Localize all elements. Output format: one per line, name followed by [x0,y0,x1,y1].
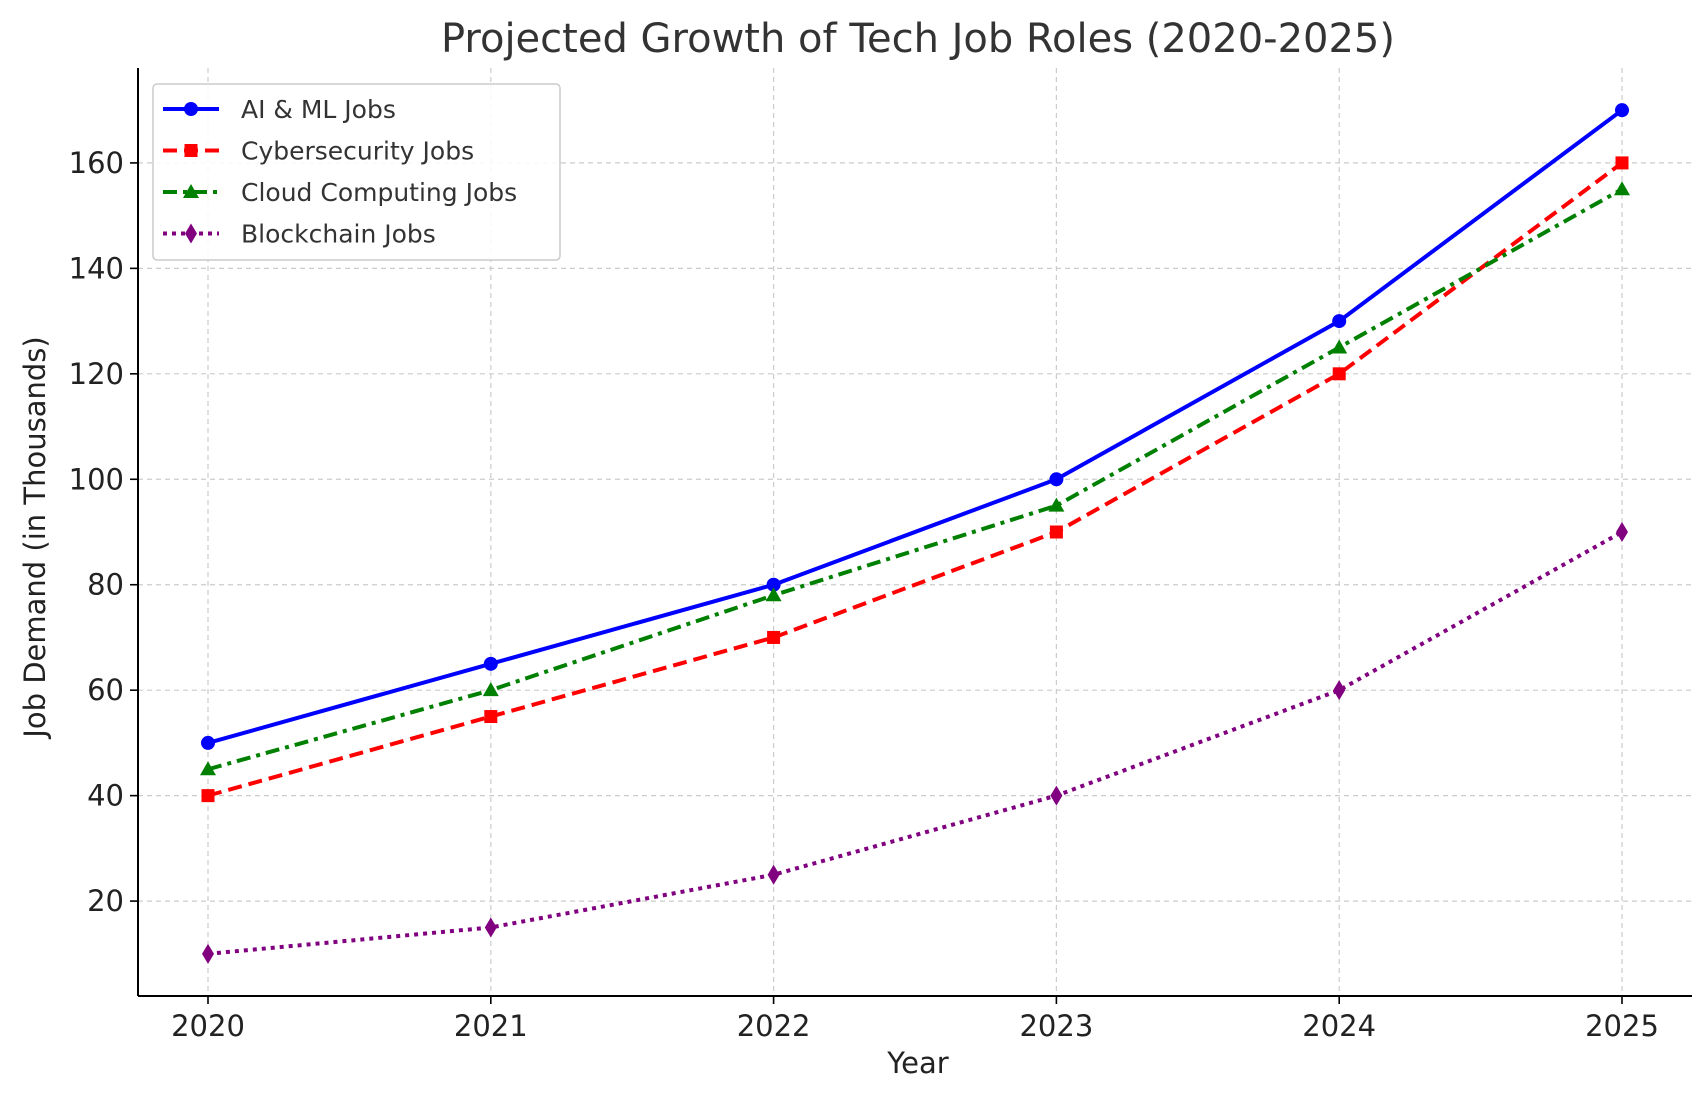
data-point [1333,680,1346,701]
series-line [207,108,1624,745]
y-tick-label: 60 [87,673,124,707]
legend-label: Cloud Computing Jobs [241,178,517,207]
data-point [201,735,215,750]
series-line [207,161,1624,798]
legend-box [152,83,561,261]
series-line [207,187,1623,772]
legend-item: Blockchain Jobs [163,220,436,249]
legend-label: Blockchain Jobs [241,220,436,249]
data-point [767,630,781,644]
data-point [767,864,780,885]
data-point [1048,497,1065,512]
data-point [1331,339,1348,354]
data-point [1049,525,1063,539]
data-point [766,577,781,592]
legend-item: AI & ML Jobs [163,95,396,124]
data-point [1615,156,1629,170]
legend-item: Cybersecurity Jobs [163,137,474,166]
legend-marker [184,102,198,116]
x-tick-label: 2021 [454,1009,528,1043]
legend-marker [184,144,198,157]
data-point [1050,785,1063,806]
y-axis-ticks: 20 40 60 80 100 120 140 160 [69,146,138,918]
data-point [483,656,498,671]
y-tick-label: 40 [87,779,124,813]
data-point [484,710,498,724]
data-point [202,943,214,964]
series-line [207,530,1623,956]
data-point [765,587,782,602]
data-point [201,789,215,803]
data-point [1332,314,1347,329]
data-point [1616,522,1628,542]
y-tick-label: 80 [87,568,124,602]
x-tick-label: 2024 [1302,1009,1376,1043]
x-tick-label: 2022 [737,1009,811,1043]
x-tick-label: 2025 [1585,1009,1659,1043]
legend-item: Cloud Computing Jobs [163,178,517,207]
y-tick-label: 100 [69,462,124,496]
series-cybersecurity-jobs [201,156,1629,803]
y-tick-label: 20 [87,884,124,918]
data-point [1332,367,1346,381]
series-layer [200,103,1630,964]
x-tick-label: 2020 [171,1009,245,1043]
legend: AI & ML Jobs Cybersecurity Jobs Cloud Comp… [152,83,561,261]
y-tick-label: 160 [69,146,124,180]
x-axis-label: Year [886,1046,948,1080]
y-tick-label: 140 [69,251,124,285]
data-point [1615,103,1629,118]
y-axis-label: Job Demand (in Thousands) [18,336,52,739]
x-axis-ticks: 2020 2021 2022 2023 2024 2025 [171,996,1659,1043]
axes [137,68,1692,997]
legend-label: Cybersecurity Jobs [241,137,474,166]
legend-label: AI & ML Jobs [241,95,396,124]
x-tick-label: 2023 [1019,1009,1093,1043]
data-point [1049,472,1064,487]
chart-title: Projected Growth of Tech Job Roles (2020… [441,16,1395,62]
series-blockchain-jobs [202,522,1628,964]
legend-marker [183,184,199,198]
legend-marker [185,223,197,244]
data-point [484,917,497,938]
data-point [200,761,216,776]
series-cloud-computing-jobs [200,181,1630,776]
y-tick-label: 120 [69,357,124,391]
series-ai-and-ml-jobs [201,103,1629,750]
data-point [482,682,499,697]
data-point [1614,181,1630,196]
